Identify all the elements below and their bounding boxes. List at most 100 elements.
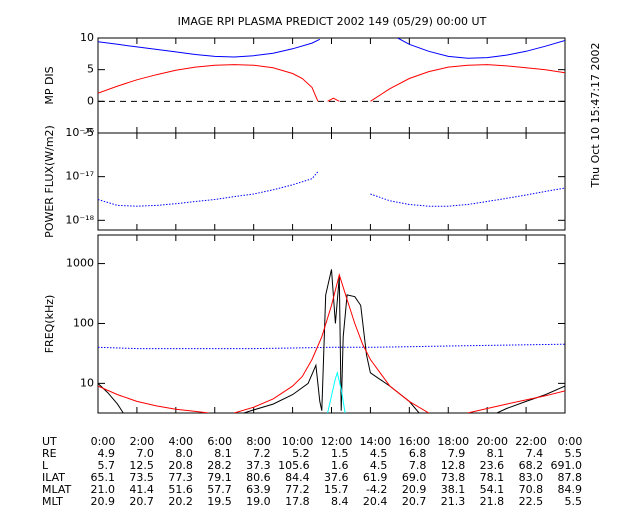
table-value: 70.8 <box>519 483 544 496</box>
y-tick-label: 10⁻¹⁶ <box>65 126 94 139</box>
line-series <box>98 64 319 102</box>
table-value: -4.2 <box>366 483 387 496</box>
x-tick-label: 8:00 <box>246 435 271 448</box>
table-label: MLT <box>42 495 63 508</box>
table-value: 84.9 <box>558 483 583 496</box>
table-value: 22.5 <box>519 495 544 508</box>
table-value: 5.2 <box>292 447 310 460</box>
x-tick-label: 6:00 <box>207 435 232 448</box>
panel-frame <box>97 37 566 134</box>
table-value: 73.8 <box>441 471 466 484</box>
table-value: 21.3 <box>441 495 466 508</box>
table-value: 20.2 <box>168 495 193 508</box>
y-tick-label: 1000 <box>66 257 94 270</box>
x-tick-label: 0:00 <box>558 435 583 448</box>
x-tick-label: 16:00 <box>398 435 430 448</box>
table-value: 84.4 <box>285 471 310 484</box>
y-tick-label: 5 <box>87 63 94 76</box>
table-value: 8.0 <box>175 447 193 460</box>
table-value: 51.6 <box>168 483 193 496</box>
table-value: 4.9 <box>98 447 116 460</box>
table-value: 80.6 <box>246 471 271 484</box>
x-tick-label: 0:00 <box>91 435 116 448</box>
table-value: 69.0 <box>402 471 427 484</box>
table-value: 4.5 <box>370 459 388 472</box>
table-value: 21.0 <box>91 483 116 496</box>
table-value: 15.7 <box>324 483 349 496</box>
table-value: 65.1 <box>91 471 116 484</box>
table-value: 37.3 <box>246 459 271 472</box>
series-group <box>98 38 565 102</box>
table-value: 8.4 <box>331 495 349 508</box>
table-value: 38.1 <box>441 483 466 496</box>
table-value: 20.8 <box>168 459 193 472</box>
table-value: 28.2 <box>207 459 232 472</box>
line-series <box>234 272 430 413</box>
table-value: 68.2 <box>519 459 544 472</box>
y-tick-label: 10⁻¹⁷ <box>65 170 94 183</box>
y-tick-label: 0 <box>87 94 94 107</box>
table-value: 61.9 <box>363 471 388 484</box>
table-value: 8.1 <box>214 447 232 460</box>
line-series <box>98 385 209 413</box>
table-value: 20.9 <box>91 495 116 508</box>
table-value: 4.5 <box>370 447 388 460</box>
x-tick-label: 4:00 <box>168 435 193 448</box>
table-value: 23.6 <box>480 459 505 472</box>
table-value: 37.6 <box>324 471 349 484</box>
x-tick-label: 10:00 <box>282 435 314 448</box>
line-series <box>397 38 565 59</box>
series-group <box>98 171 565 207</box>
table-value: 7.0 <box>136 447 154 460</box>
x-tick-label: 18:00 <box>437 435 469 448</box>
line-series <box>98 38 321 58</box>
y-tick-label: 10 <box>80 31 94 44</box>
table-value: 7.4 <box>526 447 544 460</box>
table-value: 19.5 <box>207 495 232 508</box>
table-value: 6.8 <box>409 447 427 460</box>
table-value: 57.7 <box>207 483 232 496</box>
table-value: 77.3 <box>168 471 193 484</box>
y-tick-label: 10⁻¹⁸ <box>65 213 94 226</box>
y-tick-label: -5 <box>83 126 94 139</box>
line-series <box>98 171 319 207</box>
table-value: 5.5 <box>565 495 583 508</box>
y-axis-label: MP DIS <box>43 66 56 104</box>
table-value: 7.8 <box>409 459 427 472</box>
x-tick-label: 14:00 <box>360 435 392 448</box>
table-value: 63.9 <box>246 483 271 496</box>
title: IMAGE RPI PLASMA PREDICT 2002 149 (05/29… <box>178 15 487 28</box>
table-value: 20.9 <box>402 483 427 496</box>
timestamp: Thu Oct 10 15:47:17 2002 <box>589 42 602 188</box>
line-series <box>98 343 565 350</box>
table-value: 87.8 <box>558 471 583 484</box>
table-value: 79.1 <box>207 471 232 484</box>
table-value: 20.7 <box>129 495 154 508</box>
table-value: 8.1 <box>487 447 505 460</box>
line-series <box>327 370 346 413</box>
line-series <box>370 64 565 102</box>
panel-frame <box>97 234 566 414</box>
x-tick-label: 2:00 <box>130 435 155 448</box>
line-series <box>467 390 565 413</box>
line-series <box>327 97 340 102</box>
table-value: 17.8 <box>285 495 310 508</box>
table-value: 105.6 <box>278 459 310 472</box>
x-tick-label: 22:00 <box>515 435 547 448</box>
series-group <box>98 269 565 413</box>
table-value: 78.1 <box>480 471 505 484</box>
table-value: 12.5 <box>129 459 154 472</box>
line-series <box>370 187 565 207</box>
table-value: 1.5 <box>331 447 349 460</box>
table-value: 73.5 <box>129 471 154 484</box>
table-value: 19.0 <box>246 495 271 508</box>
table-value: 691.0 <box>551 459 583 472</box>
table-value: 5.5 <box>565 447 583 460</box>
table-value: 12.8 <box>441 459 466 472</box>
x-tick-label: 20:00 <box>476 435 508 448</box>
line-series <box>243 269 420 413</box>
y-axis-label: FREQ(kHz) <box>43 295 56 354</box>
table-value: 7.9 <box>448 447 466 460</box>
table-label: MLAT <box>42 483 72 496</box>
